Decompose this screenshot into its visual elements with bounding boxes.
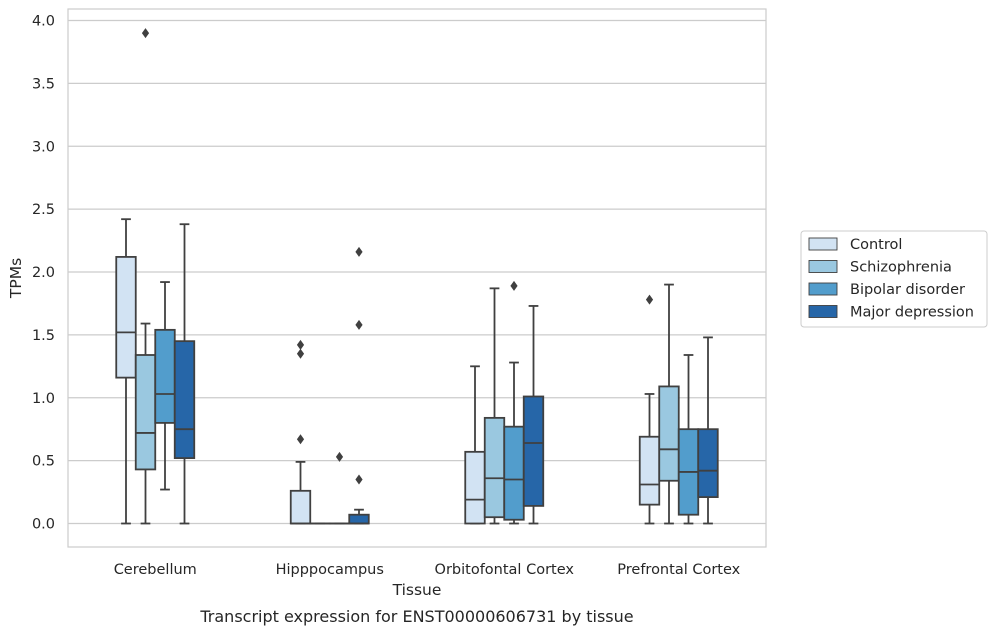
y-tick-label: 1.5 — [32, 328, 55, 344]
legend: Control Schizophrenia Bipolar disorder Majo… — [800, 230, 988, 328]
box-prefrontal-cortex-control — [638, 294, 661, 525]
box-body — [503, 425, 525, 521]
outlier-point — [296, 434, 305, 445]
y-tick-label: 2.0 — [32, 265, 55, 281]
y-tick-label: 0.5 — [32, 454, 55, 470]
legend-item-control: Control — [808, 237, 902, 253]
box-orbitofontal-cortex-control — [464, 365, 486, 525]
box-body — [154, 328, 176, 424]
box-body — [134, 354, 157, 471]
legend-item-schizophrenia: Schizophrenia — [808, 260, 952, 276]
y-tick-label: 3.0 — [32, 139, 55, 155]
box-body — [173, 340, 196, 460]
outlier-point — [355, 319, 363, 330]
y-axis-label: TPMs — [7, 258, 25, 299]
y-tick-label: 4.0 — [32, 14, 55, 30]
x-tick-label-cerebellum: Cerebellum — [114, 562, 197, 578]
legend-label: Control — [850, 237, 902, 253]
y-tick-label: 2.5 — [32, 202, 55, 218]
box-body — [638, 435, 661, 506]
box-hipppocampus-control — [289, 339, 312, 525]
box-body — [522, 395, 545, 507]
legend-label: Bipolar disorder — [850, 282, 965, 298]
legend-label: Major depression — [850, 305, 974, 321]
legend-label: Schizophrenia — [850, 260, 952, 276]
box-orbitofontal-cortex-bipolar-disorder — [503, 280, 525, 525]
box-hipppocampus-bipolar-disorder — [328, 451, 351, 525]
outlier-point — [510, 280, 518, 291]
box-body — [464, 450, 486, 525]
outlier-point — [335, 451, 344, 462]
box-prefrontal-cortex-schizophrenia — [658, 283, 680, 525]
figure-caption: Transcript expression for ENST0000060673… — [199, 607, 633, 626]
box-cerebellum-schizophrenia — [134, 28, 157, 525]
x-tick-labels: Cerebellum Hipppocampus Orbitofontal Corte… — [114, 562, 741, 578]
box-plots — [115, 28, 719, 525]
box-body — [483, 416, 506, 519]
box-orbitofontal-cortex-schizophrenia — [483, 287, 506, 525]
outlier-point — [355, 246, 363, 257]
box-cerebellum-bipolar-disorder — [154, 281, 176, 491]
legend-item-major-depression: Major depression — [808, 305, 974, 321]
box-body — [658, 385, 680, 482]
outlier-point — [296, 339, 305, 350]
legend-item-bipolar-disorder: Bipolar disorder — [808, 282, 965, 298]
outlier-point — [296, 348, 305, 359]
x-tick-label-orbitofontal-cortex: Orbitofontal Cortex — [435, 562, 575, 578]
legend-swatch — [808, 237, 838, 251]
x-tick-label-hipppocampus: Hipppocampus — [276, 562, 384, 578]
y-tick-label: 3.5 — [32, 76, 55, 92]
box-prefrontal-cortex-bipolar-disorder — [677, 354, 700, 525]
box-body — [115, 256, 137, 379]
y-tick-label: 1.0 — [32, 391, 55, 407]
outlier-point — [645, 294, 654, 305]
box-hipppocampus-major-depression — [348, 246, 370, 525]
legend-swatch — [808, 260, 838, 273]
x-tick-label-prefrontal-cortex: Prefrontal Cortex — [617, 562, 740, 578]
box-cerebellum-control — [115, 218, 137, 525]
legend-swatch — [808, 305, 838, 318]
outlier-point — [141, 28, 150, 39]
outlier-point — [355, 474, 363, 485]
legend-frame — [800, 230, 988, 328]
box-cerebellum-major-depression — [173, 223, 196, 525]
box-prefrontal-cortex-major-depression — [697, 336, 719, 525]
box-body — [348, 513, 370, 525]
box-body — [697, 428, 719, 498]
plot-frame — [67, 8, 767, 548]
box-orbitofontal-cortex-major-depression — [522, 305, 545, 525]
box-body — [289, 489, 312, 525]
y-tick-label: 0.0 — [32, 517, 55, 533]
y-tick-labels: 0.0 0.5 1.0 1.5 2.0 2.5 3.0 3.5 4.0 — [32, 14, 55, 533]
x-axis-label: Tissue — [392, 581, 442, 599]
legend-swatch — [808, 282, 838, 296]
